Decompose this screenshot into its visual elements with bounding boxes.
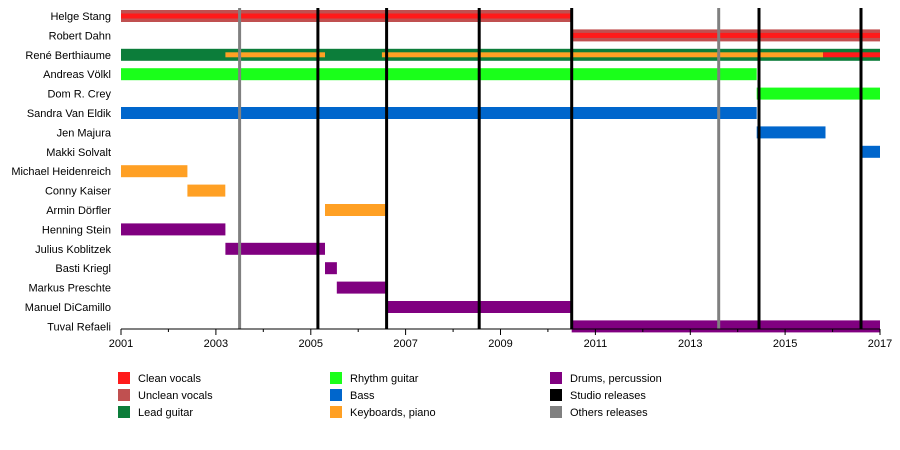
member-name-label: Jen Majura (57, 127, 112, 139)
member-name-label: Henning Stein (42, 224, 111, 236)
bar-bass (121, 107, 757, 119)
bar-keyboards (121, 165, 188, 178)
bar-drums (225, 242, 325, 255)
x-tick-label: 2013 (678, 338, 702, 350)
release-lines-layer (238, 8, 863, 329)
legend-label: Others releases (570, 407, 648, 419)
bar-drums (121, 223, 226, 236)
bar-bass (861, 145, 880, 158)
legend-label: Clean vocals (138, 373, 201, 385)
legend-swatch (550, 389, 562, 401)
member-name-label: Markus Preschte (28, 283, 111, 295)
bar-clean-vocals (571, 32, 880, 38)
bar-keyboards (325, 204, 387, 216)
member-name-label: Robert Dahn (49, 30, 111, 42)
member-name-label: Julius Koblitzek (35, 244, 111, 256)
x-tick-label: 2005 (299, 338, 323, 350)
member-name-label: Basti Kriegl (55, 263, 111, 275)
legend-label: Studio releases (570, 390, 646, 402)
member-name-label: Andreas Völkl (43, 69, 111, 81)
bar-rhythm-guitar (756, 87, 880, 100)
bars-layer (121, 10, 880, 333)
legend-label: Rhythm guitar (350, 373, 419, 385)
x-tick-label: 2011 (584, 338, 608, 350)
legend-label: Unclean vocals (138, 390, 213, 402)
bar-rhythm-guitar (121, 68, 757, 81)
member-name-label: Conny Kaiser (45, 186, 111, 198)
member-name-label: Helge Stang (50, 11, 111, 23)
legend-label: Lead guitar (138, 407, 194, 419)
bar-keyboards (381, 52, 824, 58)
x-tick-label: 2017 (868, 338, 892, 350)
member-name-label: Armin Dörfler (46, 205, 111, 217)
bar-clean-vocals (823, 52, 880, 58)
x-tick-label: 2007 (393, 338, 417, 350)
bar-keyboards (225, 52, 325, 58)
legend-swatch (118, 406, 130, 418)
x-tick-label: 2001 (109, 338, 133, 350)
bar-drums (325, 262, 337, 275)
legend-label: Bass (350, 390, 375, 402)
member-name-label: Tuval Refaeli (47, 321, 111, 333)
bar-drums (571, 320, 880, 333)
bar-bass (756, 126, 826, 139)
legend-swatch (330, 372, 342, 384)
member-name-label: Dom R. Crey (47, 89, 111, 101)
bar-clean-vocals (121, 13, 572, 19)
member-name-label: Michael Heidenreich (11, 166, 111, 178)
legend: Clean vocals Unclean vocals Lead guitar Rhy… (118, 372, 898, 432)
legend-swatch (550, 406, 562, 418)
bar-keyboards (187, 184, 226, 197)
band-timeline-chart: 2001 2003 2005 2007 2009 2011 2013 2015 2017 Hel… (11, 8, 892, 350)
legend-label: Drums, percussion (570, 373, 662, 385)
legend-swatch (330, 389, 342, 401)
bar-drums (336, 281, 387, 294)
x-tick-label: 2015 (773, 338, 797, 350)
legend-swatch (330, 406, 342, 418)
member-names: Helge Stang Robert Dahn René Berthiaume And… (11, 11, 112, 333)
member-name-label: Makki Solvalt (46, 147, 111, 159)
x-axis: 2001 2003 2005 2007 2009 2011 2013 2015 2017 (109, 328, 892, 350)
member-name-label: René Berthiaume (25, 50, 111, 62)
legend-label: Keyboards, piano (350, 407, 436, 419)
x-tick-label: 2003 (204, 338, 228, 350)
member-name-label: Manuel DiCamillo (25, 302, 111, 314)
x-tick-label: 2009 (488, 338, 512, 350)
legend-swatch (118, 372, 130, 384)
legend-swatch (118, 389, 130, 401)
member-name-label: Sandra Van Eldik (27, 108, 112, 120)
legend-swatch (550, 372, 562, 384)
